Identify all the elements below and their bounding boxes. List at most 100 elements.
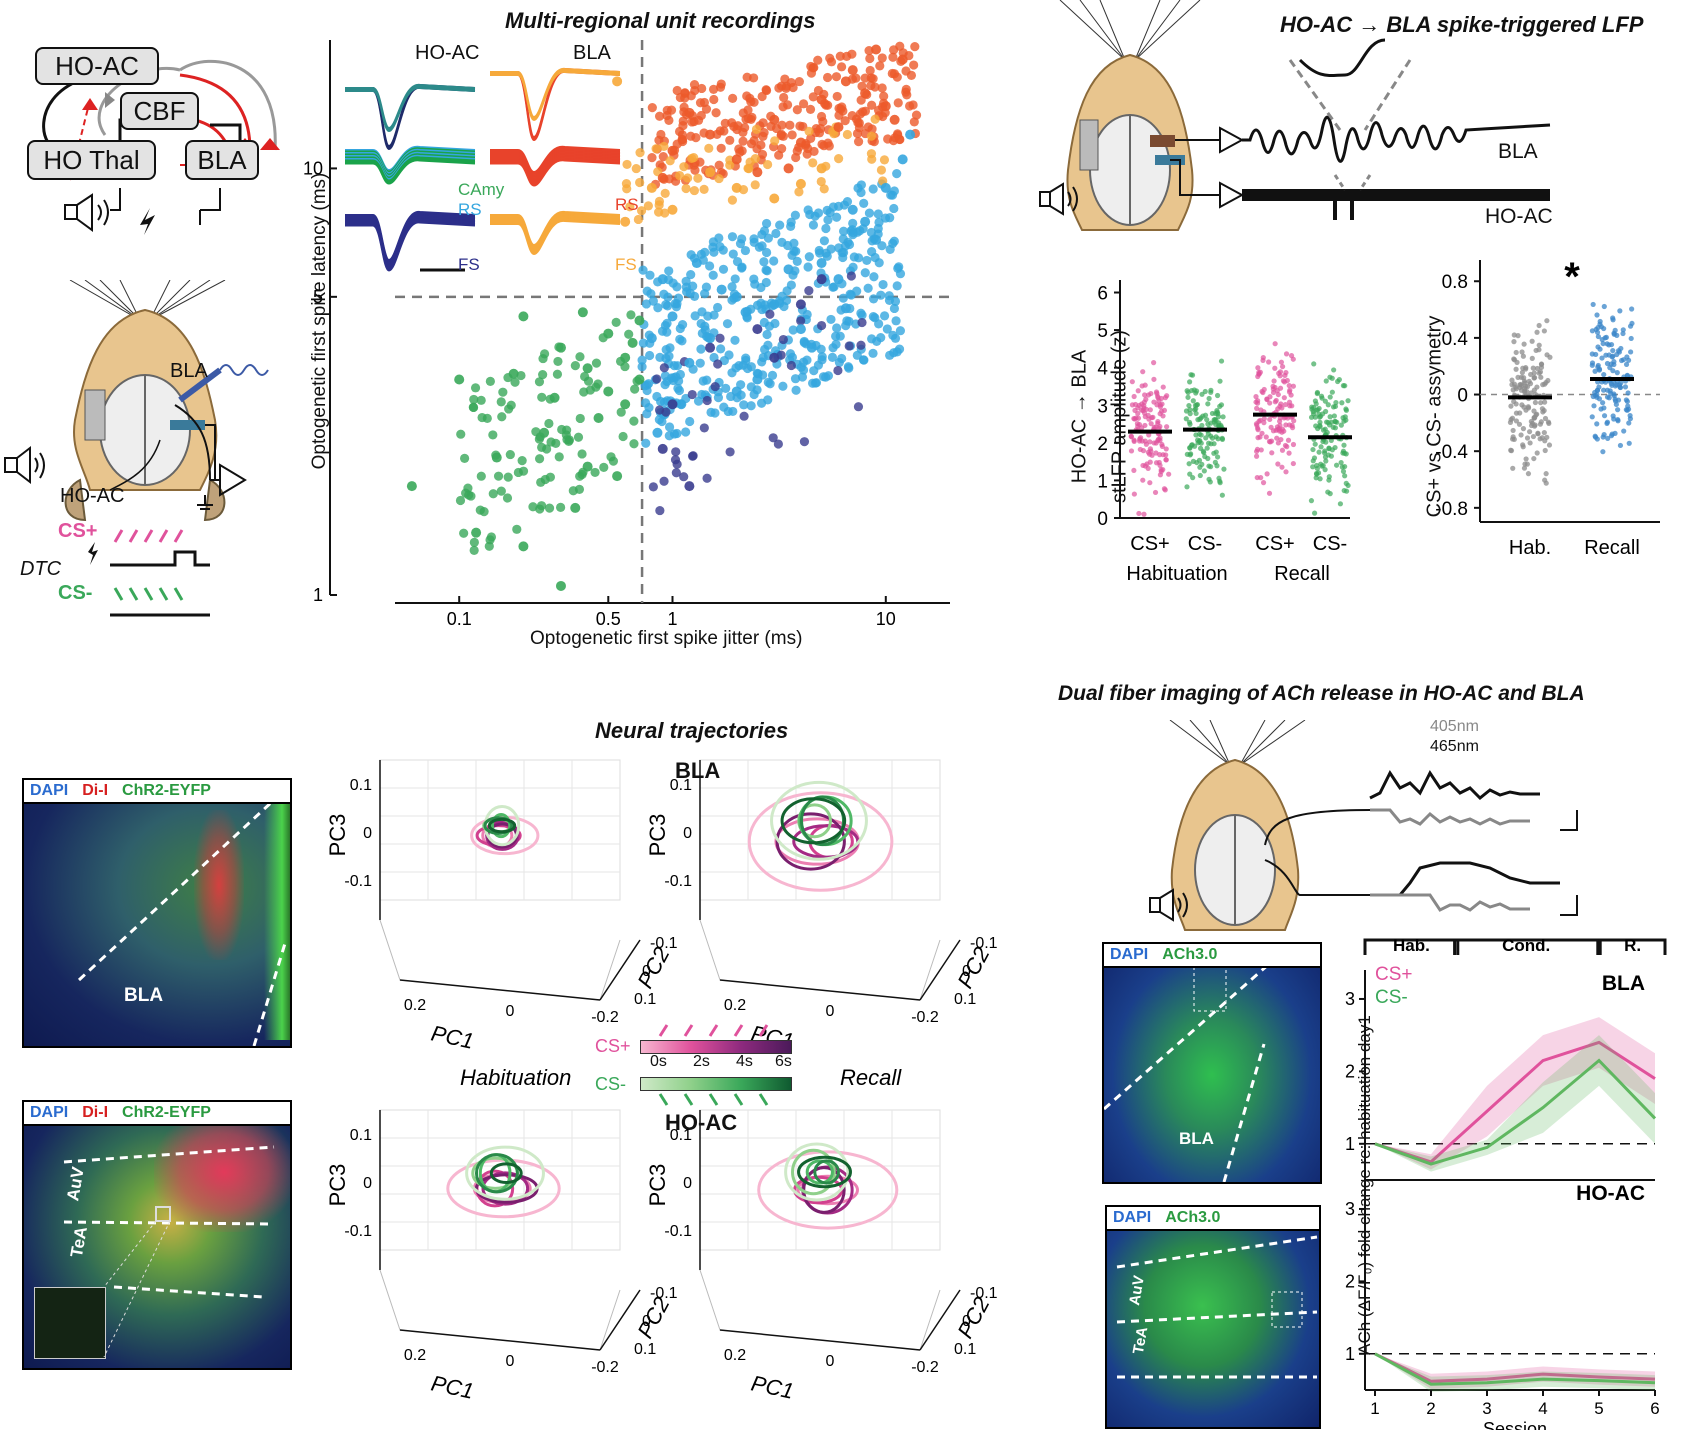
stlfp-point: [1258, 475, 1264, 481]
scatter-cloud-point: [672, 361, 683, 371]
scatter-cloud-point: [803, 143, 813, 154]
scatter-cloud-point: [879, 311, 890, 321]
stlfp-point: [1285, 437, 1292, 443]
stlfp-point: [1258, 447, 1264, 453]
scatter-cloud-point: [795, 121, 805, 131]
scatter-cloud-point: [789, 238, 799, 248]
scatter-cloud-point: [488, 489, 498, 499]
x-tick-label: Hab.: [1509, 537, 1551, 559]
scatter-point: [667, 145, 678, 156]
stlfp-point: [1147, 480, 1153, 486]
stlfp-point: [1184, 388, 1190, 394]
scatter-point: [783, 163, 794, 174]
scatter-point: [518, 311, 529, 322]
scatter-cloud-point: [701, 104, 712, 114]
asym-point: [1510, 427, 1516, 434]
scatter-cloud-point: [456, 429, 466, 439]
stlfp-point: [1253, 394, 1259, 400]
asym-point: [1624, 398, 1631, 405]
scatter-cloud-point: [591, 358, 602, 368]
stlfp-point: [1159, 408, 1165, 414]
stlfp-point: [1261, 420, 1267, 426]
stlfp-point: [1206, 463, 1212, 469]
asym-point: [1532, 422, 1538, 428]
asym-point: [1612, 430, 1618, 436]
traj-floor: [699, 1269, 941, 1351]
scatter-cloud-point: [810, 378, 821, 388]
scatter-cloud-point: [838, 106, 848, 116]
scatter-cloud-point: [749, 234, 759, 244]
scatter-point: [539, 427, 550, 438]
scatter-point: [582, 363, 593, 374]
scatter-cloud-point: [816, 111, 827, 122]
stlfp-point: [1131, 393, 1137, 400]
stlfp-point: [1266, 490, 1273, 496]
stlfp-point: [1135, 388, 1141, 394]
scatter-cloud-point: [890, 296, 901, 306]
scatter-cloud-point: [629, 439, 639, 449]
scatter-cloud-point: [738, 136, 748, 146]
asym-point: [1530, 433, 1537, 440]
stlfp-point: [1283, 351, 1290, 357]
scatter-cloud-point: [513, 467, 523, 478]
stlfp-point: [1310, 464, 1316, 470]
asym-point: [1624, 407, 1630, 413]
stlfp-point: [1278, 359, 1285, 365]
stlfp-point: [1330, 424, 1336, 430]
scatter-cloud-point: [768, 433, 778, 443]
stlfp-point: [1195, 417, 1201, 423]
stlfp-point: [1317, 424, 1323, 430]
stlfp-point: [1263, 434, 1269, 440]
scatter-cloud-point: [664, 266, 674, 276]
asym-point: [1597, 321, 1603, 327]
asym-svg: 0.8 0.4 0 -0.4 -0.8 Hab. Recall *: [1435, 255, 1660, 559]
scatter-cloud-point: [606, 452, 616, 462]
scatter-cloud-point: [660, 208, 670, 218]
scatter-cloud-point: [858, 107, 868, 117]
traj-loop-csm: [489, 1162, 523, 1184]
stlfp-title: HO-AC → BLA spike-triggered LFP: [1280, 12, 1644, 37]
scatter-cloud-point: [476, 395, 486, 405]
pc2-tick-label: -0.1: [970, 935, 998, 952]
scatter-cloud-point: [469, 545, 479, 555]
asym-point: [1590, 301, 1596, 308]
scatter-cloud-point: [686, 131, 696, 141]
stlfp-point: [1253, 453, 1260, 459]
scatter-cloud-point: [686, 269, 696, 280]
traj-axis-pc2: [919, 939, 961, 1001]
scatter-cloud-point: [659, 289, 669, 299]
stlfp-trace-hoac: HO-AC: [1485, 205, 1553, 228]
stlfp-point: [1163, 446, 1169, 452]
scatter-cloud-point: [517, 456, 527, 466]
scatter-cloud-point: [857, 310, 867, 320]
ach-line-charts: Hab. Cond. R. 3 2 1 BLA CS+ CS- 3 2 1 HO-AC 1 2 3 4 5 6 Ses…: [1330, 935, 1695, 1435]
scatter-cloud-point: [805, 104, 816, 114]
scatter-cloud-point: [911, 110, 922, 120]
scatter-cloud-point: [885, 244, 895, 255]
traj-condition-label: Habituation: [460, 1065, 571, 1090]
asym-point: [1516, 421, 1523, 427]
stlfp-point: [1266, 359, 1272, 365]
asym-point: [1537, 436, 1543, 442]
wave-header-bla: BLA: [573, 42, 611, 64]
asym-point: [1600, 400, 1606, 406]
scatter-cloud-point: [502, 493, 513, 503]
scatter-cloud-point: [681, 183, 691, 194]
circuit-node-hothal: HO Thal: [27, 140, 156, 180]
stlfp-point: [1134, 420, 1141, 427]
asym-point: [1622, 384, 1629, 390]
scatter-cloud-point: [556, 502, 566, 512]
pc1-label: PC1: [429, 1370, 476, 1403]
scatter-point: [620, 399, 631, 410]
stlfp-point: [1137, 446, 1143, 453]
scatter-cloud-point: [819, 236, 829, 246]
traj-loop-csm: [490, 813, 512, 839]
stlfp-point: [1151, 440, 1157, 446]
asym-point: [1613, 401, 1619, 408]
asym-point: [1627, 323, 1634, 329]
scatter-cloud-point: [866, 131, 877, 141]
asym-point: [1614, 332, 1620, 338]
scatter-cloud-point: [721, 383, 731, 393]
scatter-cloud-point: [662, 105, 672, 115]
stlfp-point: [1186, 402, 1192, 409]
